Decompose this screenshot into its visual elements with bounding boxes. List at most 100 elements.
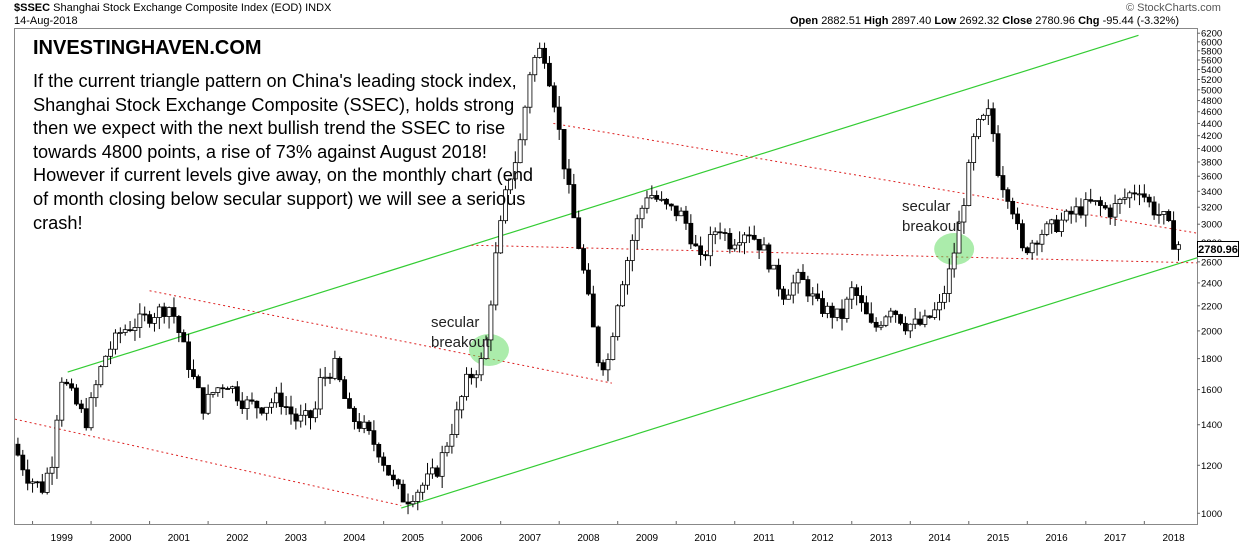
x-tick-label: 2013 — [870, 533, 893, 544]
candle-body — [430, 467, 435, 475]
candle-body — [703, 254, 708, 257]
candle-body — [742, 234, 747, 244]
candle-body — [176, 316, 182, 333]
high-label: High — [864, 15, 889, 27]
candle-body — [898, 314, 903, 324]
candle-body — [464, 373, 469, 398]
candle-body — [1176, 244, 1181, 250]
candle-body — [883, 316, 889, 326]
candle-body — [717, 231, 723, 234]
candle-body — [74, 387, 79, 405]
candle-body — [59, 381, 65, 421]
candle-body — [634, 218, 640, 241]
breakout-label-line1: secular — [902, 198, 951, 215]
candle-body — [985, 108, 991, 116]
candle-body — [434, 467, 440, 477]
candle-body — [503, 189, 508, 222]
y-tick-label: 3200 — [1201, 203, 1222, 214]
candle-body — [381, 456, 387, 466]
candle-body — [210, 392, 216, 395]
candle-body — [259, 407, 265, 414]
candle-body — [586, 269, 591, 295]
candle-body — [805, 279, 811, 297]
candle-body — [1054, 219, 1059, 233]
candle-body — [225, 388, 231, 390]
x-tick-label: 2005 — [402, 533, 425, 544]
candle-body — [542, 47, 547, 64]
candle-body — [1078, 206, 1084, 216]
candle-body — [366, 421, 372, 432]
candle-body — [795, 271, 801, 284]
candle-body — [815, 293, 821, 299]
candle-body — [1063, 210, 1069, 221]
candle-body — [868, 313, 874, 323]
candle-body — [595, 326, 601, 364]
candle-body — [1044, 223, 1050, 235]
candle-body — [878, 324, 884, 328]
x-tick-label: 2014 — [928, 533, 951, 544]
candle-body — [1000, 175, 1006, 191]
close-label: Close — [1002, 15, 1033, 27]
candle-body — [1083, 199, 1089, 216]
candle-body — [78, 403, 84, 410]
y-tick-label: 1000 — [1201, 509, 1222, 520]
candle-body — [1112, 203, 1118, 218]
candle-body — [88, 397, 94, 429]
y-tick-label: 4400 — [1201, 119, 1222, 130]
candle-body — [200, 387, 206, 414]
candle-body — [810, 293, 816, 297]
candle-body — [108, 348, 113, 357]
candle-body — [1073, 206, 1079, 215]
candle-body — [20, 454, 26, 471]
candle-body — [746, 234, 752, 237]
channel-trendline — [553, 122, 1198, 234]
candle-body — [156, 306, 162, 318]
candle-body — [35, 481, 40, 484]
candle-body — [1020, 223, 1025, 249]
breakout-label-line2: breakout — [431, 334, 490, 351]
candle-body — [1005, 189, 1011, 202]
candle-body — [922, 315, 928, 325]
candle-body — [966, 162, 972, 206]
candle-body — [147, 314, 152, 324]
candle-body — [561, 129, 567, 170]
candle-body — [820, 298, 825, 314]
close-value: 2780.96 — [1035, 15, 1076, 27]
candle-body — [903, 322, 908, 332]
candle-body — [551, 85, 557, 108]
y-tick-label: 1600 — [1201, 385, 1222, 396]
candle-body — [995, 133, 1001, 176]
candle-body — [117, 332, 123, 334]
candle-body — [191, 369, 196, 378]
candle-body — [454, 409, 460, 435]
candle-body — [395, 479, 401, 485]
candle-body — [44, 472, 50, 493]
x-tick-label: 2000 — [109, 533, 132, 544]
candle-body — [342, 379, 348, 399]
candle-body — [459, 396, 465, 411]
candle-body — [761, 244, 767, 251]
candle-body — [132, 327, 138, 331]
y-tick-label: 4600 — [1201, 107, 1222, 118]
candle-body — [308, 410, 313, 419]
candle-body — [693, 243, 699, 247]
x-tick-label: 2010 — [694, 533, 717, 544]
y-tick-label: 4000 — [1201, 144, 1222, 155]
x-tick-label: 2003 — [285, 533, 308, 544]
candle-body — [298, 414, 304, 422]
candle-body — [844, 298, 850, 319]
candle-body — [39, 481, 45, 493]
candle-body — [278, 392, 284, 407]
candle-body — [1166, 211, 1172, 222]
candle-body — [951, 252, 957, 270]
candle-body — [273, 392, 279, 404]
candle-body — [1049, 219, 1055, 225]
plot-area — [14, 28, 1198, 525]
x-tick-label: 1999 — [51, 533, 74, 544]
candle-body — [122, 329, 128, 333]
low-label: Low — [934, 15, 957, 27]
candle-body — [566, 168, 572, 185]
channel-trendline — [471, 244, 1198, 264]
candle-body — [946, 268, 952, 294]
candle-body — [15, 443, 21, 456]
